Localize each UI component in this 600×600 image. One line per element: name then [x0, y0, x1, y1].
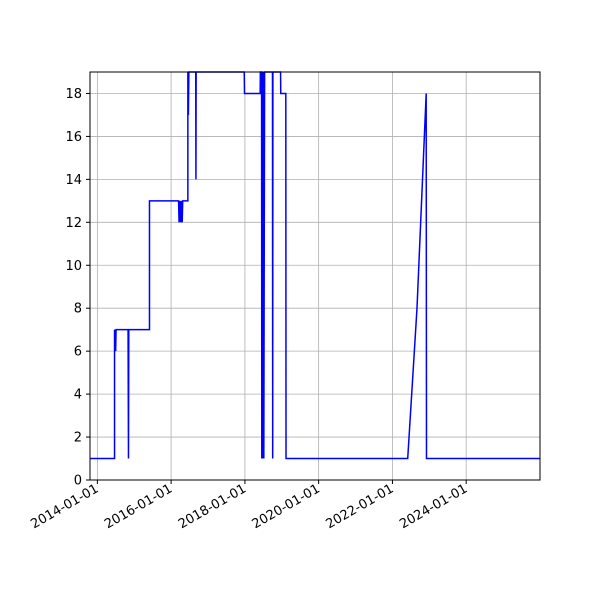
x-tick-label: 2022-01-01 [324, 481, 397, 532]
y-tick-label: 2 [74, 431, 82, 446]
x-tick-label: 2018-01-01 [176, 481, 249, 532]
y-tick-label: 12 [65, 216, 82, 231]
y-tick-label: 18 [65, 87, 82, 102]
y-tick-label: 16 [65, 130, 82, 145]
x-tick-label: 2024-01-01 [397, 481, 470, 532]
x-tick-label: 2014-01-01 [28, 481, 101, 532]
y-tick-label: 4 [74, 388, 82, 403]
y-tick-label: 8 [74, 302, 82, 317]
y-tick-label: 0 [74, 474, 82, 489]
y-tick-label: 6 [74, 345, 82, 360]
y-tick-label: 14 [65, 173, 82, 188]
axes: 0 2 4 6 8 10 12 14 16 18 2014-01-01 2016-01-01 2018-… [28, 87, 470, 532]
x-tick-label: 2020-01-01 [250, 481, 323, 532]
plot-frame [89, 71, 541, 481]
y-tick-label: 10 [65, 259, 82, 274]
x-tick-label: 2016-01-01 [102, 481, 175, 532]
grid-lines [90, 72, 540, 481]
